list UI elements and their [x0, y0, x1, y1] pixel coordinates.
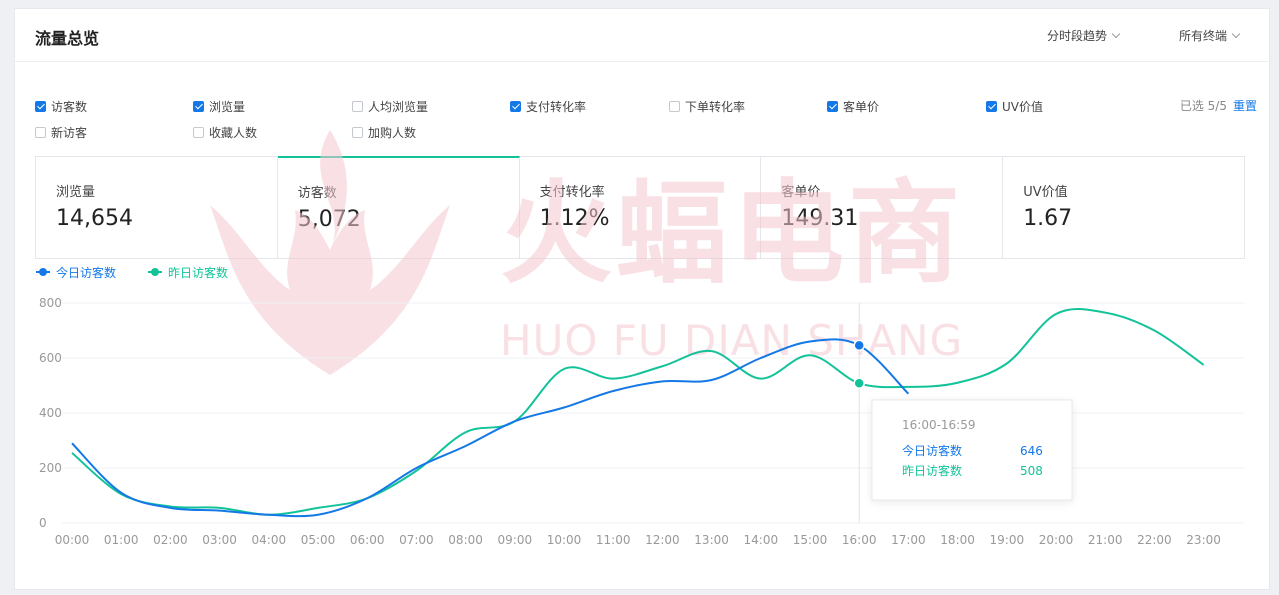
x-tick-label: 19:00 [990, 533, 1025, 547]
kpi-value: 1.12% [539, 206, 610, 231]
y-tick-label: 0 [39, 516, 47, 530]
x-tick-label: 07:00 [399, 533, 434, 547]
legend-label[interactable]: 昨日访客数 [168, 265, 228, 280]
x-tick-label: 18:00 [940, 533, 975, 547]
metric-label: 支付转化率 [526, 100, 587, 114]
series-line [71, 338, 910, 518]
y-tick-label: 400 [39, 406, 62, 420]
x-tick-label: 00:00 [55, 533, 90, 547]
selection-count: 已选 5/5 [1179, 99, 1227, 113]
x-tick-label: 08:00 [448, 533, 483, 547]
legend-label[interactable]: 今日访客数 [56, 265, 116, 280]
checkbox[interactable] [35, 127, 46, 138]
reset-button[interactable]: 重置 [1232, 99, 1257, 113]
y-tick-label: 600 [39, 351, 62, 365]
kpi-card[interactable]: UV价值 1.67 [1003, 157, 1244, 258]
x-tick-label: 11:00 [596, 533, 631, 547]
kpi-value: 1.67 [1023, 206, 1073, 231]
series-point [853, 339, 865, 352]
x-tick-label: 23:00 [1186, 533, 1221, 547]
metric-option[interactable]: 下单转化率 [669, 98, 745, 115]
checkbox[interactable] [986, 101, 997, 112]
x-tick-label: 02:00 [153, 533, 188, 547]
checkbox[interactable] [669, 101, 680, 112]
card-header: 流量总览 分时段趋势 所有终端 [15, 9, 1269, 62]
checkbox[interactable] [35, 101, 46, 112]
metric-label: 新访客 [51, 126, 88, 140]
y-tick-label: 200 [39, 461, 62, 475]
metric-option[interactable]: 人均浏览量 [352, 98, 428, 115]
metric-label: 访客数 [51, 100, 88, 114]
x-tick-label: 05:00 [301, 533, 336, 547]
metric-option[interactable]: 支付转化率 [510, 98, 586, 115]
checkbox[interactable] [193, 127, 204, 138]
kpi-value: 14,654 [56, 206, 133, 231]
metric-label: UV价值 [1002, 100, 1043, 114]
page-title: 流量总览 [35, 29, 100, 48]
metric-label: 浏览量 [209, 100, 246, 114]
x-tick-label: 03:00 [202, 533, 237, 547]
tooltip-value: 646 [1020, 444, 1043, 458]
kpi-card[interactable]: 客单价 149.31 [761, 157, 1004, 258]
time-range-label: 分时段趋势 [1047, 29, 1108, 43]
selection-status: 已选 5/5 重置 [1180, 97, 1257, 114]
metric-label: 下单转化率 [685, 100, 746, 114]
x-tick-label: 17:00 [891, 533, 926, 547]
tooltip-value: 508 [1020, 464, 1043, 478]
x-tick-label: 20:00 [1039, 533, 1074, 547]
legend-marker [39, 268, 47, 276]
x-tick-label: 06:00 [350, 533, 385, 547]
series-point [853, 377, 865, 390]
x-tick-label: 16:00 [842, 533, 877, 547]
checkbox[interactable] [827, 101, 838, 112]
x-tick-label: 09:00 [498, 533, 533, 547]
time-range-dropdown[interactable]: 分时段趋势 [1047, 27, 1121, 44]
tooltip-title: 16:00-16:59 [902, 418, 976, 432]
kpi-label: 支付转化率 [539, 185, 605, 200]
y-tick-label: 800 [39, 296, 62, 310]
legend-marker [151, 268, 159, 276]
kpi-label: 客单价 [781, 185, 821, 200]
x-tick-label: 10:00 [547, 533, 582, 547]
metric-option[interactable]: 访客数 [35, 98, 87, 115]
terminal-label: 所有终端 [1179, 29, 1228, 43]
terminal-dropdown[interactable]: 所有终端 [1179, 27, 1241, 44]
x-tick-label: 04:00 [252, 533, 287, 547]
tooltip-series-label: 昨日访客数 [902, 463, 962, 478]
x-tick-label: 14:00 [744, 533, 779, 547]
checkbox[interactable] [193, 101, 204, 112]
metric-option[interactable]: 浏览量 [193, 98, 245, 115]
checkbox[interactable] [510, 101, 521, 112]
metric-option[interactable]: 新访客 [35, 124, 87, 141]
x-tick-label: 01:00 [104, 533, 139, 547]
x-tick-label: 15:00 [793, 533, 828, 547]
tooltip-series-label: 今日访客数 [902, 443, 962, 458]
x-tick-label: 22:00 [1137, 533, 1172, 547]
tooltip [871, 399, 1073, 501]
kpi-label: UV价值 [1023, 185, 1068, 200]
x-tick-label: 21:00 [1088, 533, 1123, 547]
metric-option[interactable]: 客单价 [827, 98, 879, 115]
metric-option[interactable]: UV价值 [986, 98, 1043, 115]
metric-label: 人均浏览量 [368, 100, 429, 114]
x-tick-label: 12:00 [645, 533, 680, 547]
x-tick-label: 13:00 [694, 533, 729, 547]
checkbox[interactable] [352, 101, 363, 112]
kpi-label: 浏览量 [56, 185, 96, 200]
kpi-card[interactable]: 支付转化率 1.12% [520, 157, 762, 258]
metric-label: 客单价 [843, 100, 880, 114]
kpi-value: 149.31 [781, 206, 859, 231]
